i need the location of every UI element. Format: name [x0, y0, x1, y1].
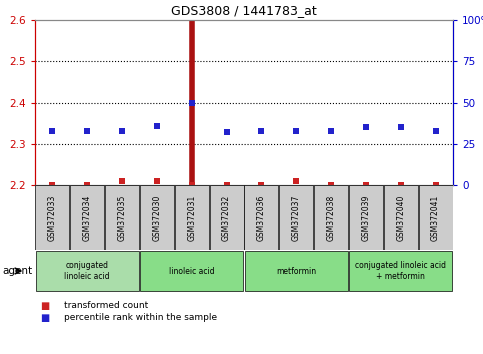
Point [153, 123, 161, 129]
Point [432, 128, 440, 133]
Text: GSM372032: GSM372032 [222, 194, 231, 241]
FancyBboxPatch shape [245, 251, 348, 291]
Point [257, 128, 265, 133]
FancyBboxPatch shape [210, 185, 243, 250]
Point [84, 182, 91, 188]
Text: conjugated
linoleic acid: conjugated linoleic acid [64, 261, 110, 281]
FancyBboxPatch shape [105, 185, 139, 250]
FancyBboxPatch shape [384, 185, 418, 250]
FancyBboxPatch shape [244, 185, 279, 250]
Point [188, 182, 196, 188]
Point [397, 182, 405, 188]
Text: ■: ■ [40, 301, 49, 311]
Point [292, 128, 300, 133]
Text: GSM372030: GSM372030 [153, 194, 161, 241]
Point [84, 128, 91, 133]
Text: GSM372035: GSM372035 [117, 194, 127, 241]
Point [118, 128, 126, 133]
FancyBboxPatch shape [140, 251, 243, 291]
Point [327, 128, 335, 133]
Text: percentile rank within the sample: percentile rank within the sample [64, 314, 217, 322]
Point [49, 128, 57, 133]
Text: GSM372034: GSM372034 [83, 194, 92, 241]
FancyBboxPatch shape [36, 251, 139, 291]
Point [223, 129, 230, 135]
Point [49, 182, 57, 188]
Point [362, 182, 370, 188]
FancyBboxPatch shape [70, 185, 104, 250]
Point [257, 182, 265, 188]
Text: GSM372040: GSM372040 [396, 194, 405, 241]
Text: linoleic acid: linoleic acid [169, 267, 214, 275]
Text: GSM372031: GSM372031 [187, 194, 196, 241]
Text: agent: agent [2, 266, 32, 276]
FancyBboxPatch shape [279, 185, 313, 250]
FancyBboxPatch shape [35, 185, 70, 250]
Title: GDS3808 / 1441783_at: GDS3808 / 1441783_at [171, 5, 317, 17]
Text: GSM372038: GSM372038 [327, 194, 336, 241]
Point [118, 178, 126, 184]
Text: metformin: metformin [276, 267, 316, 275]
Text: ■: ■ [40, 313, 49, 323]
FancyBboxPatch shape [349, 185, 383, 250]
Text: GSM372036: GSM372036 [257, 194, 266, 241]
FancyBboxPatch shape [314, 185, 348, 250]
Point [327, 182, 335, 188]
Point [397, 124, 405, 130]
Point [188, 100, 196, 105]
FancyBboxPatch shape [349, 251, 452, 291]
Text: GSM372041: GSM372041 [431, 194, 440, 241]
Text: transformed count: transformed count [64, 302, 148, 310]
Text: GSM372033: GSM372033 [48, 194, 57, 241]
Text: GSM372037: GSM372037 [292, 194, 301, 241]
Point [223, 182, 230, 188]
Text: GSM372039: GSM372039 [361, 194, 370, 241]
FancyBboxPatch shape [140, 185, 174, 250]
FancyBboxPatch shape [175, 185, 209, 250]
Point [362, 124, 370, 130]
Point [292, 178, 300, 184]
Text: conjugated linoleic acid
+ metformin: conjugated linoleic acid + metformin [355, 261, 446, 281]
Point [432, 182, 440, 188]
Point [153, 178, 161, 184]
FancyBboxPatch shape [418, 185, 453, 250]
